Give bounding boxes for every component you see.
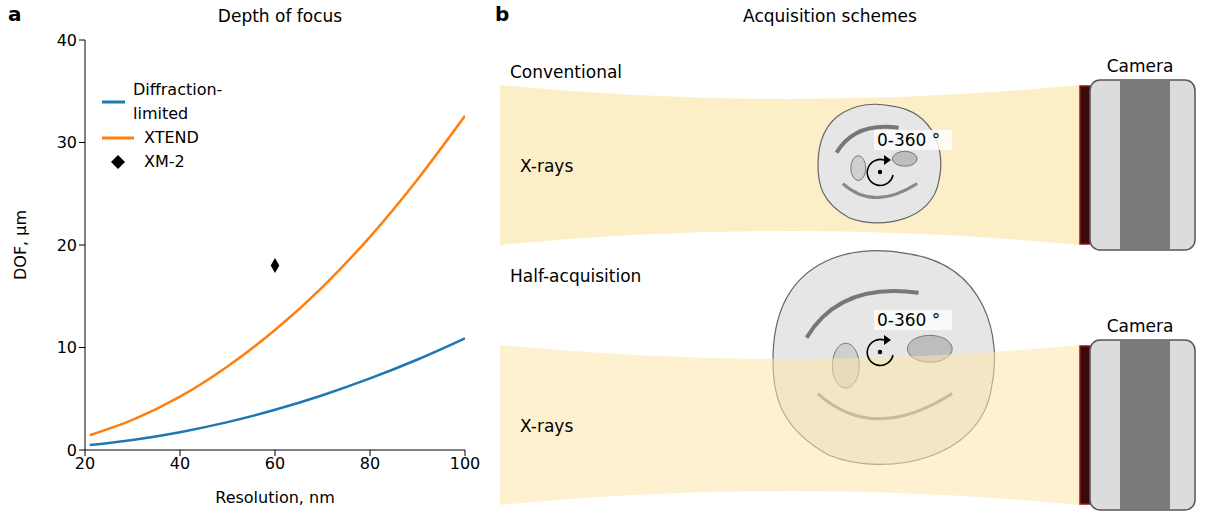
svg-text:Camera: Camera [1107, 56, 1174, 76]
svg-text:60: 60 [265, 454, 285, 473]
html-text:Diffraction-limited: Diffraction-limited [133, 80, 223, 123]
svg-text:0: 0 [67, 441, 77, 460]
svg-text:40: 40 [170, 454, 190, 473]
svg-text:0-360 °: 0-360 ° [877, 310, 940, 330]
svg-text:Resolution, nm: Resolution, nm [215, 488, 335, 507]
svg-text:0-360 °: 0-360 ° [877, 130, 940, 150]
svg-text:30: 30 [57, 133, 77, 152]
svg-text:Camera: Camera [1107, 316, 1174, 336]
svg-text:Conventional: Conventional [510, 62, 622, 82]
svg-text:80: 80 [360, 454, 380, 473]
svg-text:20: 20 [75, 454, 95, 473]
svg-text:10: 10 [57, 338, 77, 357]
svg-text:40: 40 [57, 31, 77, 50]
html-text:Acquisition schemes: Acquisition schemes [743, 6, 917, 26]
html-text:Depth of focus: Depth of focus [217, 6, 343, 26]
svg-text:20: 20 [57, 236, 77, 255]
svg-text:100: 100 [450, 454, 481, 473]
html-text:XM-2: XM-2 [144, 152, 185, 171]
html-text:a: a [8, 2, 22, 26]
svg-text:X-rays: X-rays [520, 156, 573, 176]
svg-text:DOF, μm: DOF, μm [11, 210, 30, 280]
svg-text:X-rays: X-rays [520, 416, 573, 436]
html-text:XTEND: XTEND [144, 128, 199, 147]
svg-text:Half-acquisition: Half-acquisition [510, 266, 641, 286]
html-text:b: b [495, 2, 510, 26]
